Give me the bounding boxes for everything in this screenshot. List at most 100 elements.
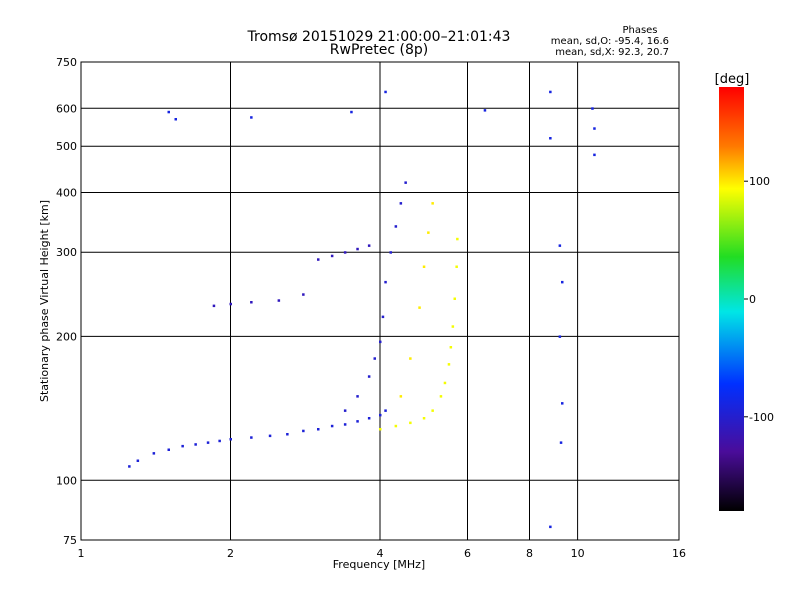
x-tick-label: 4 [377, 547, 384, 560]
data-point [356, 247, 359, 251]
x-tick-label: 16 [672, 547, 686, 560]
data-point [404, 181, 407, 184]
data-point [379, 428, 382, 431]
data-point [431, 202, 434, 205]
data-point [181, 444, 184, 448]
data-point [593, 153, 596, 157]
data-point [379, 413, 382, 417]
data-point [167, 448, 170, 451]
data-point [381, 315, 385, 319]
data-point [384, 90, 387, 94]
y-tick-label: 600 [56, 102, 77, 115]
data-point [356, 395, 359, 398]
data-point [136, 459, 140, 462]
colorbar-tick-label: 100 [749, 175, 770, 188]
data-point [439, 395, 443, 398]
data-point [559, 441, 563, 444]
data-point [302, 429, 305, 433]
plot-frame [80, 61, 680, 541]
data-point [212, 304, 216, 308]
data-point [343, 251, 347, 254]
data-point [330, 254, 334, 258]
stats-line-o: mean, sd,O: -95.4, 16.6 [551, 36, 669, 47]
data-point [167, 110, 170, 114]
stats-heading: Phases [622, 25, 657, 36]
colorbar-label: [deg] [715, 72, 750, 87]
data-point [152, 452, 156, 455]
data-point [330, 424, 334, 428]
data-point [194, 443, 197, 446]
data-point [447, 363, 451, 366]
y-tick-label: 400 [56, 187, 77, 200]
data-point [431, 409, 434, 412]
data-point [418, 306, 421, 309]
data-point [561, 280, 564, 284]
data-point [409, 357, 412, 360]
data-point [422, 265, 426, 268]
data-point [343, 409, 347, 412]
data-point [277, 299, 281, 302]
data-point [229, 438, 232, 441]
data-point [350, 110, 353, 114]
data-point [451, 325, 455, 328]
data-point [379, 340, 382, 344]
data-point [399, 395, 403, 398]
colorbar-tick-label: -100 [749, 411, 774, 424]
data-point [456, 237, 459, 241]
data-point [394, 225, 398, 228]
data-point [593, 127, 596, 130]
data-point [367, 417, 371, 420]
data-point [367, 244, 371, 247]
colorbar-ticks: 100 0 -100 [744, 175, 774, 424]
y-tick-label: 500 [56, 140, 77, 153]
data-point [427, 231, 430, 234]
data-point [384, 409, 387, 412]
data-point [591, 107, 594, 110]
chart-subtitle: RwPretec (8p) [330, 42, 428, 58]
x-axis-ticks: 1 2 4 6 8 10 16 [78, 547, 687, 560]
data-point [558, 244, 562, 247]
y-axis-label: Stationary phase Virtual Height [km] [38, 200, 51, 402]
data-point [229, 302, 232, 306]
x-tick-label: 6 [464, 547, 471, 560]
data-point [443, 381, 447, 385]
data-point [453, 297, 456, 300]
data-point [174, 118, 177, 121]
data-point [549, 137, 552, 140]
data-point [356, 420, 359, 423]
x-tick-label: 8 [526, 547, 533, 560]
stats-line-x: mean, sd,X: 92.3, 20.7 [555, 47, 669, 58]
x-tick-label: 1 [78, 547, 85, 560]
data-point [250, 116, 253, 119]
data-point [558, 335, 562, 338]
x-axis-label: Frequency [MHz] [333, 558, 425, 571]
data-point [384, 280, 387, 284]
x-tick-label: 10 [571, 547, 585, 560]
data-point [394, 424, 398, 428]
data-point [483, 109, 487, 112]
chart-title: Tromsø 20151029 21:00:00–21:01:43 [247, 29, 511, 45]
data-point [549, 90, 552, 94]
data-points [128, 90, 596, 529]
data-point [317, 258, 320, 261]
data-point [561, 402, 564, 405]
y-tick-label: 75 [63, 534, 77, 547]
data-point [549, 525, 552, 529]
data-point [206, 441, 210, 444]
data-point [302, 293, 305, 296]
y-tick-label: 750 [56, 56, 77, 69]
data-point [218, 439, 221, 443]
data-point [449, 346, 453, 349]
data-point [250, 436, 253, 439]
data-point [373, 357, 376, 360]
data-point [455, 265, 458, 268]
y-tick-label: 200 [56, 330, 77, 343]
data-point [399, 202, 403, 205]
colorbar-tick-label: 0 [749, 293, 756, 306]
y-axis-ticks: 75 100 200 300 400 500 600 750 [56, 56, 77, 547]
x-tick-label: 2 [227, 547, 234, 560]
colorbar [719, 87, 744, 511]
data-point [422, 417, 426, 420]
data-point [343, 423, 347, 426]
